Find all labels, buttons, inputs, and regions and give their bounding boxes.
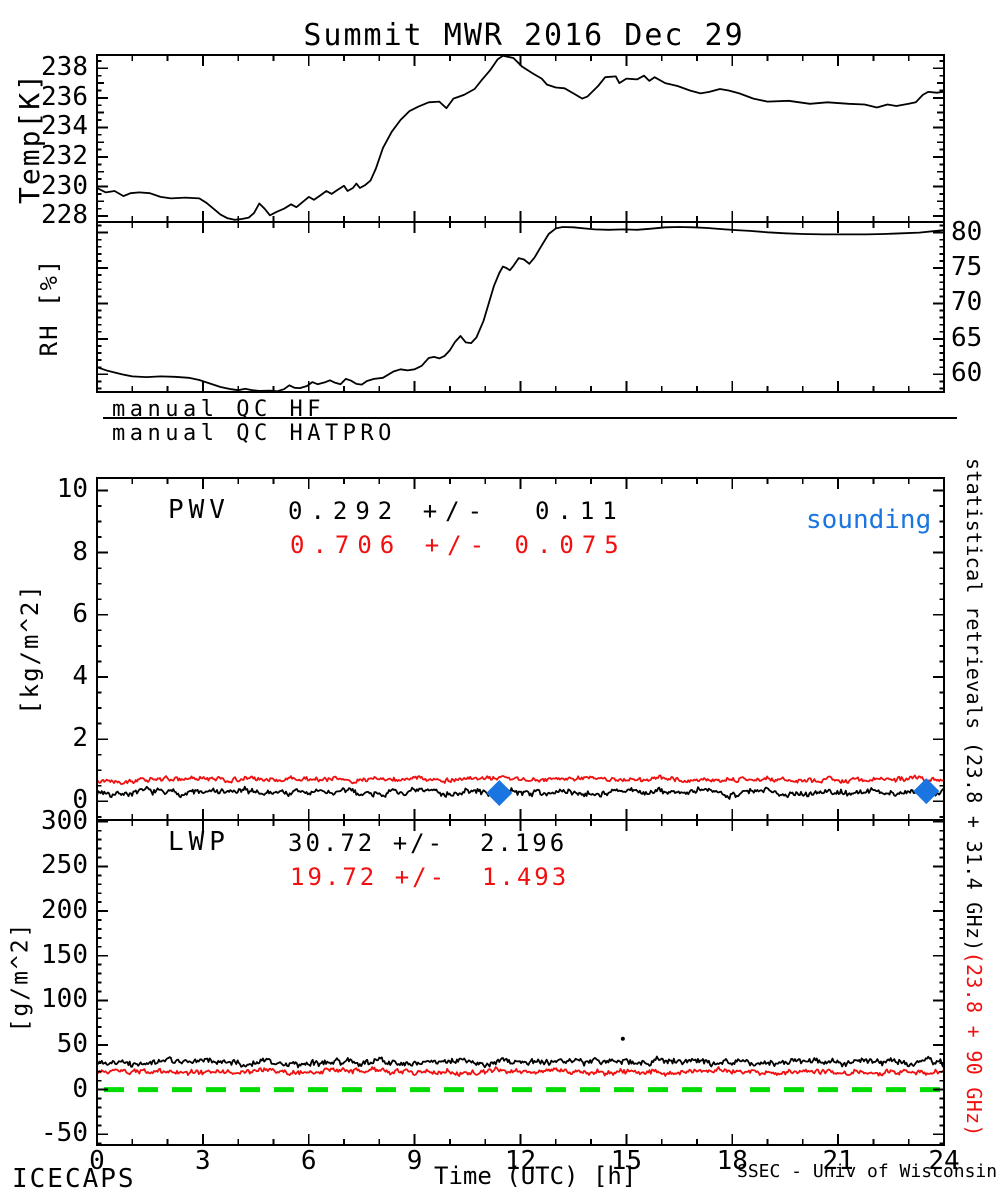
tick-label: 9 (406, 1146, 423, 1176)
tick-label: 10 (56, 474, 88, 505)
tick-label: 50 (56, 1029, 88, 1059)
tick-label: 250 (41, 850, 88, 881)
tick-label: 232 (41, 140, 88, 171)
tick-label: 238 (41, 52, 88, 83)
qc-divider-line (103, 417, 957, 419)
lwp-stat-black: 30.72 +/- 2.196 (288, 829, 568, 857)
retrieval-method-label: statistical retrievals (23.8 + 31.4 GHz)… (962, 458, 986, 1137)
tick-label: 24 (928, 1146, 960, 1176)
lwp-panel-label: LWP (168, 827, 230, 857)
tick-label: 234 (41, 111, 88, 142)
tick-label: 0 (72, 1073, 88, 1104)
qc-flag-hatpro: manual QC HATPRO (112, 421, 396, 446)
plot-title: Summit MWR 2016 Dec 29 (303, 18, 745, 53)
tick-label: 70 (951, 287, 983, 318)
tick-label: 80 (951, 216, 983, 247)
tick-label: 0 (89, 1146, 105, 1176)
tick-label: -50 (41, 1118, 88, 1149)
retrieval-label-black: statistical retrievals (23.8 + 31.4 GHz) (962, 458, 986, 952)
retrieval-label-red: (23.8 + 90 GHz) (962, 951, 986, 1137)
lwp-axis-label: [g/m^2] (7, 921, 34, 1033)
tick-label: 4 (72, 660, 88, 691)
tick-label: 18 (716, 1146, 748, 1176)
tick-label: 200 (41, 895, 88, 926)
tick-label: 150 (41, 939, 88, 970)
tick-label: 100 (41, 984, 88, 1015)
sounding-legend-label: sounding (806, 505, 932, 535)
pwv-panel-label: PWV (168, 495, 230, 525)
tick-label: 8 (72, 536, 88, 567)
tick-label: 3 (195, 1146, 211, 1176)
tick-label: 15 (610, 1146, 643, 1176)
credit-ssec: SSEC - Univ of Wisconsin (737, 1161, 998, 1182)
qc-flag-hf: manual QC HF (112, 397, 325, 422)
tick-label: 230 (41, 170, 88, 201)
tick-label: 60 (951, 358, 983, 389)
project-name-icecaps: ICECAPS (12, 1164, 136, 1194)
tick-label: 65 (951, 322, 983, 353)
pwv-stat-black: 0.292 +/- 0.11 (288, 497, 625, 525)
x-axis-title: Time (UTC) [h] (434, 1162, 637, 1190)
tick-label: 300 (41, 805, 88, 836)
tick-label: 228 (41, 200, 88, 231)
tick-label: 236 (41, 81, 88, 112)
tick-label: 6 (300, 1146, 317, 1176)
rh-axis-label: RH [%] (35, 257, 64, 357)
tick-label: 75 (951, 252, 983, 283)
tick-label: 21 (822, 1146, 854, 1176)
tick-label: 2 (72, 723, 88, 754)
tick-label: 6 (72, 598, 88, 629)
lwp-stat-red: 19.72 +/- 1.493 (290, 863, 570, 891)
tick-label: 12 (504, 1146, 537, 1176)
pwv-stat-red: 0.706 +/- 0.075 (290, 531, 627, 559)
tick-label: 0 (72, 785, 88, 816)
